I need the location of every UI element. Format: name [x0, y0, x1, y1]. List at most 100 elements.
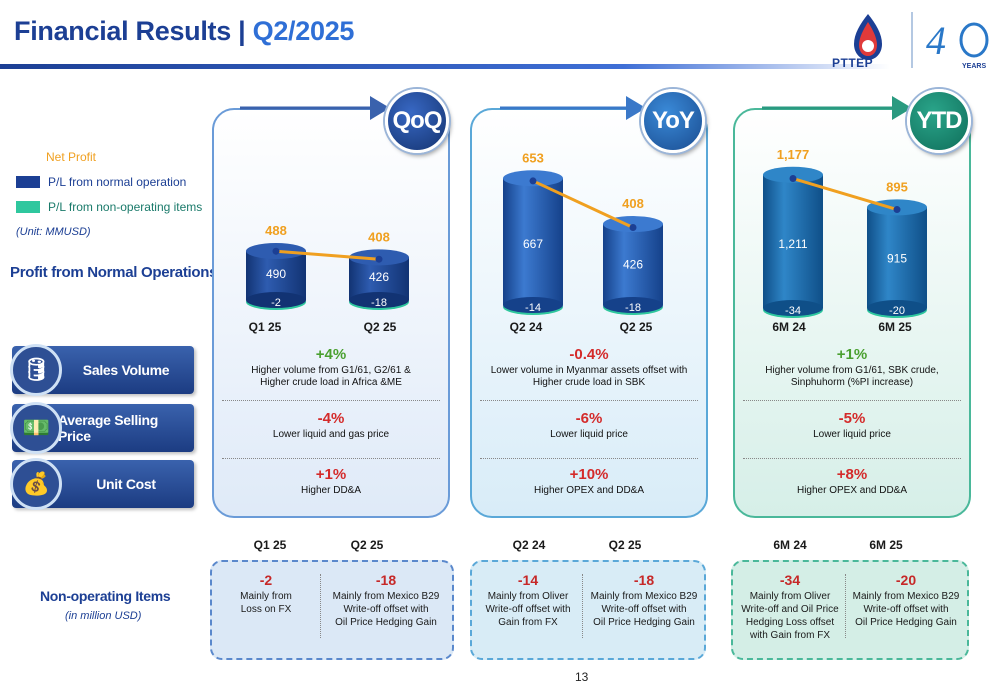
title-period: Q2/2025: [252, 16, 355, 46]
non-op-line: Mainly from Mexico B29: [590, 591, 698, 602]
non-op-head-qoq-1: Q1 25: [253, 538, 287, 552]
change-desc-line: Lower liquid price: [813, 429, 891, 440]
change-yoy-price: -6% Lower liquid price: [474, 410, 704, 441]
x-label-yoy-1: Q2 24: [509, 320, 543, 334]
kpi-average-selling-price: 💵 Average Selling Price: [10, 402, 194, 454]
pttep-flame-icon: [854, 14, 882, 60]
change-pct: +4%: [315, 346, 347, 363]
legend-item-net-profit: Net Profit: [16, 144, 202, 169]
non-op-line: Mainly from Mexico B29: [332, 591, 440, 602]
panel-yoy: [470, 108, 708, 518]
change-pct: +8%: [836, 466, 868, 483]
oil-barrel-fire-icon: 🛢: [10, 344, 62, 396]
non-op-line: Oil Price Hedging Gain: [335, 617, 437, 628]
non-op-value: -34: [779, 572, 801, 588]
title-main: Financial Results: [14, 16, 231, 46]
change-yoy-cost: +10% Higher OPEX and DD&A: [474, 466, 704, 497]
kpi-sales-volume: 🛢 Sales Volume: [10, 344, 194, 396]
non-op-unit: (in million USD): [65, 610, 142, 622]
years-label: YEARS: [962, 63, 986, 70]
badge-ytd: YTD: [907, 89, 971, 153]
legend-swatch-non-operating: [16, 200, 40, 213]
change-pct: -0.4%: [569, 346, 609, 363]
non-op-head-ytd-1: 6M 24: [773, 538, 807, 552]
divider: [845, 574, 846, 638]
non-op-line: Mainly from Mexico B29: [852, 591, 960, 602]
change-pct: -5%: [838, 410, 866, 427]
non-op-line: Oil Price Hedging Gain: [855, 617, 957, 628]
change-desc-line: Higher crude load in Africa &ME: [260, 377, 402, 388]
non-op-line: Loss on FX: [240, 604, 292, 615]
company-name: PTTEP: [832, 56, 874, 70]
title-underline: [0, 64, 890, 69]
cost-barrel-icon: 💰: [10, 458, 62, 510]
page-number: 13: [575, 670, 589, 684]
change-desc-line: Sinphuhorm (%PI increase): [790, 377, 914, 388]
x-label-ytd-2: 6M 25: [878, 320, 912, 334]
change-desc-line: Higher OPEX and DD&A: [796, 485, 908, 496]
badge-yoy: YoY: [641, 89, 705, 153]
legend: Net Profit P/L from normal operation P/L…: [16, 144, 202, 244]
legend-unit: (Unit: MMUSD): [16, 219, 202, 244]
non-op-line: Write-off offset with: [601, 604, 687, 615]
panel-qoq: [212, 108, 450, 518]
non-op-line: Hedging Loss offset: [745, 617, 835, 628]
change-qoq-cost: +1% Higher DD&A: [216, 466, 446, 497]
change-desc-line: Lower liquid price: [550, 429, 628, 440]
non-op-line: Gain from FX: [498, 617, 558, 628]
non-op-head-qoq-2: Q2 25: [350, 538, 384, 552]
money-icon: 💵: [10, 402, 62, 454]
change-desc-line: Lower volume in Myanmar assets offset wi…: [490, 365, 688, 376]
divider: [743, 458, 961, 459]
non-op-line: Write-off offset with: [343, 604, 429, 615]
change-qoq-sales-volume: +4% Higher volume from G1/61, G2/61 & Hig…: [216, 346, 446, 389]
svg-text:4: 4: [926, 18, 946, 63]
non-op-line: Mainly from: [240, 591, 292, 602]
title-separator: |: [230, 16, 253, 46]
change-yoy-sales-volume: -0.4% Lower volume in Myanmar assets off…: [474, 346, 704, 389]
legend-label-net-profit: Net Profit: [46, 149, 97, 164]
change-pct: +10%: [569, 466, 609, 483]
legend-item-non-operating: P/L from non-operating items: [16, 194, 202, 219]
divider: [222, 458, 440, 459]
change-ytd-price: -5% Lower liquid price: [737, 410, 967, 441]
non-op-head-yoy-1: Q2 24: [512, 538, 546, 552]
change-pct: +1%: [836, 346, 868, 363]
non-op-box-qoq: -2 Mainly from Loss on FX -18 Mainly from…: [210, 560, 454, 660]
non-op-value: -18: [375, 572, 397, 588]
non-op-line: with Gain from FX: [749, 630, 831, 641]
page-title: Financial Results | Q2/2025: [14, 16, 354, 47]
kpi-label-average-selling-price: Average Selling Price: [58, 412, 159, 444]
section-title-profit: Profit from Normal Operations: [10, 264, 218, 281]
non-op-line: Oil Price Hedging Gain: [593, 617, 695, 628]
non-op-line: Write-off and Oil Price: [741, 604, 839, 615]
non-op-head-yoy-2: Q2 25: [608, 538, 642, 552]
legend-label-normal: P/L from normal operation: [48, 174, 187, 189]
change-pct: -6%: [575, 410, 603, 427]
divider: [582, 574, 583, 638]
divider: [743, 400, 961, 401]
divider: [480, 400, 698, 401]
kpi-unit-cost: 💰 Unit Cost: [10, 458, 194, 510]
x-label-ytd-1: 6M 24: [772, 320, 806, 334]
non-op-line: Write-off offset with: [485, 604, 571, 615]
change-desc-line: Higher OPEX and DD&A: [533, 485, 645, 496]
change-desc-line: Lower liquid and gas price: [272, 429, 390, 440]
non-op-item: -14 Mainly from Oliver Write-off offset w…: [476, 572, 580, 629]
non-op-value: -20: [895, 572, 917, 588]
40-years-icon: 4 YEARS: [926, 18, 989, 70]
change-pct: -4%: [317, 410, 345, 427]
x-label-yoy-2: Q2 25: [619, 320, 653, 334]
x-label-qoq-2: Q2 25: [363, 320, 397, 334]
non-op-item: -2 Mainly from Loss on FX: [216, 572, 316, 616]
non-op-line: Mainly from Oliver: [749, 591, 831, 602]
non-op-item: -34 Mainly from Oliver Write-off and Oil …: [737, 572, 843, 642]
non-op-title: Non-operating Items: [40, 588, 171, 604]
legend-swatch-normal: [16, 175, 40, 188]
change-ytd-sales-volume: +1% Higher volume from G1/61, SBK crude,…: [737, 346, 967, 389]
non-op-item: -18 Mainly from Mexico B29 Write-off offs…: [322, 572, 450, 629]
non-op-item: -18 Mainly from Mexico B29 Write-off offs…: [584, 572, 704, 629]
change-desc-line: Higher crude load in SBK: [532, 377, 646, 388]
pttep-logo: 4 YEARS: [854, 12, 989, 70]
divider: [222, 400, 440, 401]
